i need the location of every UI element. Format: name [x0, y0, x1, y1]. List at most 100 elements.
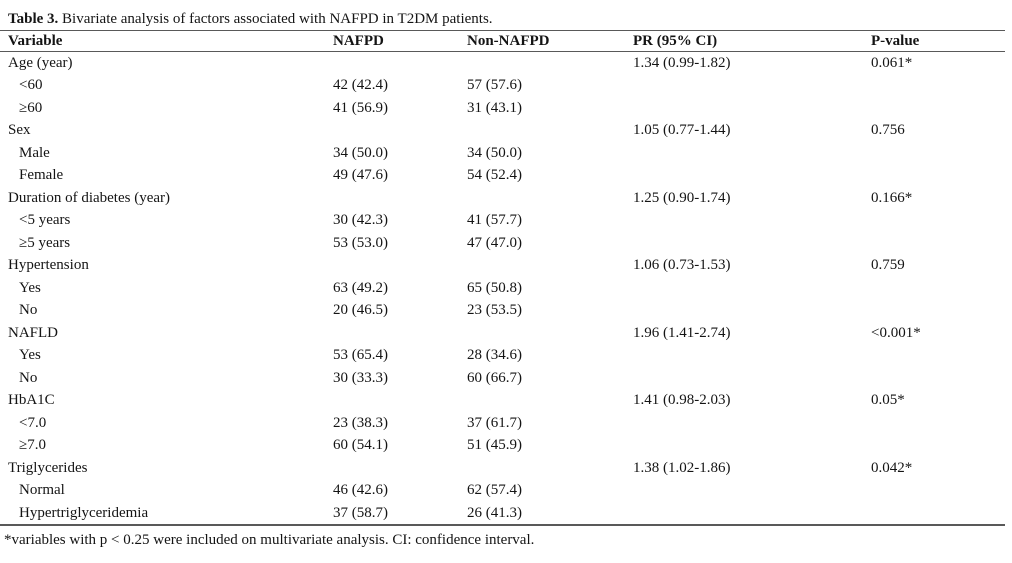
- table-footnote: *variables with p < 0.25 were included o…: [4, 532, 535, 549]
- nafpd-count-cell: 49 (47.6): [333, 167, 388, 184]
- nafpd-count-cell: [333, 457, 467, 479]
- p-value-cell: <0.001*: [871, 324, 921, 341]
- pr-ci-cell: [633, 479, 871, 501]
- table-subcategory-row: Normal 46 (42.6) 62 (57.4): [0, 479, 1005, 501]
- non-nafpd-count-cell: 47 (47.0): [467, 234, 522, 251]
- table-variable-row: Age (year) 1.34 (0.99-1.82) 0.061*: [0, 52, 1005, 75]
- nafpd-count-cell: 60 (54.1): [333, 437, 388, 454]
- p-value-cell: [871, 299, 1005, 321]
- non-nafpd-count-cell: 60 (66.7): [467, 369, 522, 386]
- variable-cell: Yes: [19, 347, 41, 364]
- variable-cell: Yes: [19, 279, 41, 296]
- variable-cell: Age (year): [8, 55, 73, 71]
- table-variable-row: Duration of diabetes (year) 1.25 (0.90-1.…: [0, 187, 1005, 209]
- non-nafpd-count-cell: 26 (41.3): [467, 504, 522, 521]
- non-nafpd-count-cell: 54 (52.4): [467, 167, 522, 184]
- variable-cell: Sex: [8, 122, 31, 139]
- variable-cell: <5 years: [19, 212, 71, 229]
- column-header-non-nafpd: Non-NAFPD: [467, 30, 633, 52]
- column-header-variable: Variable: [0, 30, 333, 52]
- column-header-nafpd: NAFPD: [333, 30, 467, 52]
- nafpd-count-cell: 23 (38.3): [333, 414, 388, 431]
- non-nafpd-count-cell: 31 (43.1): [467, 99, 522, 116]
- non-nafpd-count-cell: [467, 187, 633, 209]
- p-value-cell: 0.05*: [871, 392, 905, 409]
- p-value-cell: [871, 209, 1005, 231]
- table-subcategory-row: Male 34 (50.0) 34 (50.0): [0, 142, 1005, 164]
- variable-cell: Hypertriglyceridemia: [19, 504, 149, 521]
- pr-ci-cell: 1.96 (1.41-2.74): [633, 324, 731, 341]
- non-nafpd-count-cell: [467, 457, 633, 479]
- pr-ci-cell: [633, 367, 871, 389]
- p-value-cell: 0.756: [871, 122, 905, 139]
- variable-cell: No: [19, 369, 38, 386]
- nafpd-count-cell: 34 (50.0): [333, 144, 388, 161]
- variable-cell: NAFLD: [8, 324, 59, 341]
- column-header-p-value: P-value: [871, 30, 1005, 52]
- non-nafpd-count-cell: [467, 322, 633, 344]
- pr-ci-cell: [633, 209, 871, 231]
- nafpd-count-cell: [333, 119, 467, 141]
- non-nafpd-count-cell: 51 (45.9): [467, 437, 522, 454]
- variable-cell: ≥5 years: [19, 234, 71, 251]
- nafpd-count-cell: 30 (33.3): [333, 369, 388, 386]
- p-value-cell: [871, 232, 1005, 254]
- table-subcategory-row: Female 49 (47.6) 54 (52.4): [0, 164, 1005, 186]
- table-subcategory-row: ≥7.0 60 (54.1) 51 (45.9): [0, 434, 1005, 456]
- table-subcategory-row: Yes 53 (65.4) 28 (34.6): [0, 344, 1005, 366]
- paper-table-page: Table 3. Bivariate analysis of factors a…: [0, 9, 1012, 563]
- pr-ci-cell: [633, 74, 871, 96]
- p-value-cell: [871, 412, 1005, 434]
- non-nafpd-count-cell: [467, 119, 633, 141]
- table-subcategory-row: No 30 (33.3) 60 (66.7): [0, 367, 1005, 389]
- nafpd-count-cell: 20 (46.5): [333, 302, 388, 319]
- non-nafpd-count-cell: [467, 254, 633, 276]
- table-subcategory-row: No 20 (46.5) 23 (53.5): [0, 299, 1005, 321]
- p-value-cell: [871, 74, 1005, 96]
- non-nafpd-count-cell: 28 (34.6): [467, 347, 522, 364]
- column-header-pr-ci: PR (95% CI): [633, 30, 871, 52]
- variable-cell: Normal: [19, 482, 65, 499]
- non-nafpd-count-cell: 34 (50.0): [467, 144, 522, 161]
- pr-ci-cell: [633, 277, 871, 299]
- table-subcategory-row: <5 years 30 (42.3) 41 (57.7): [0, 209, 1005, 231]
- header-row: Variable NAFPD Non-NAFPD PR (95% CI) P-v…: [0, 30, 1005, 52]
- table-number-label: Table 3.: [8, 11, 59, 27]
- p-value-cell: [871, 164, 1005, 186]
- variable-cell: HbA1C: [8, 392, 55, 409]
- pr-ci-cell: 1.41 (0.98-2.03): [633, 392, 731, 409]
- non-nafpd-count-cell: 41 (57.7): [467, 212, 522, 229]
- variable-cell: Hypertension: [8, 257, 89, 274]
- nafpd-count-cell: [333, 52, 467, 75]
- nafpd-count-cell: 30 (42.3): [333, 212, 388, 229]
- nafpd-count-cell: 53 (53.0): [333, 234, 388, 251]
- nafpd-count-cell: [333, 389, 467, 411]
- non-nafpd-count-cell: 23 (53.5): [467, 302, 522, 319]
- table-subcategory-row: Hypertriglyceridemia 37 (58.7) 26 (41.3): [0, 502, 1005, 525]
- variable-cell: ≥60: [19, 99, 43, 116]
- pr-ci-cell: 1.38 (1.02-1.86): [633, 459, 731, 476]
- p-value-cell: [871, 344, 1005, 366]
- variable-cell: ≥7.0: [19, 437, 46, 454]
- non-nafpd-count-cell: [467, 52, 633, 75]
- pr-ci-cell: [633, 164, 871, 186]
- pr-ci-cell: 1.06 (0.73-1.53): [633, 257, 731, 274]
- table-caption: Bivariate analysis of factors associated…: [58, 11, 493, 27]
- pr-ci-cell: [633, 232, 871, 254]
- table-subcategory-row: ≥60 41 (56.9) 31 (43.1): [0, 97, 1005, 119]
- pr-ci-cell: 1.05 (0.77-1.44): [633, 122, 731, 139]
- table-subcategory-row: Yes 63 (49.2) 65 (50.8): [0, 277, 1005, 299]
- variable-cell: Triglycerides: [8, 459, 88, 476]
- table-variable-row: Sex 1.05 (0.77-1.44) 0.756: [0, 119, 1005, 141]
- table-subcategory-row: ≥5 years 53 (53.0) 47 (47.0): [0, 232, 1005, 254]
- p-value-cell: 0.759: [871, 257, 905, 274]
- p-value-cell: 0.061*: [871, 55, 913, 71]
- table-variable-row: Triglycerides 1.38 (1.02-1.86) 0.042*: [0, 457, 1005, 479]
- variable-cell: Duration of diabetes (year): [8, 189, 171, 206]
- variable-cell: No: [19, 302, 38, 319]
- non-nafpd-count-cell: 37 (61.7): [467, 414, 522, 431]
- nafpd-count-cell: 63 (49.2): [333, 279, 388, 296]
- p-value-cell: 0.166*: [871, 189, 913, 206]
- table-title: Table 3. Bivariate analysis of factors a…: [8, 9, 1012, 30]
- variable-cell: <60: [19, 77, 43, 94]
